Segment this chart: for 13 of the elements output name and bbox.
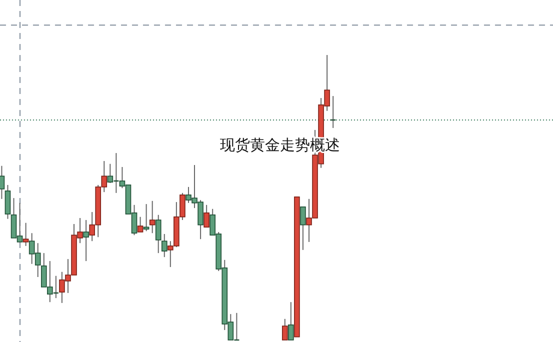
candlestick: [300, 206, 306, 250]
candlestick: [155, 214, 162, 254]
candlestick: [4, 184, 11, 220]
candlestick: [83, 220, 89, 262]
candlestick: [204, 204, 210, 228]
candlestick: [137, 216, 144, 232]
candlestick: [143, 204, 150, 232]
candlestick: [288, 302, 294, 340]
candlestick: [22, 222, 29, 246]
candlestick: [282, 318, 288, 340]
candlestick: [161, 233, 168, 258]
candlestick: [149, 200, 156, 234]
candlestick: [0, 165, 5, 200]
